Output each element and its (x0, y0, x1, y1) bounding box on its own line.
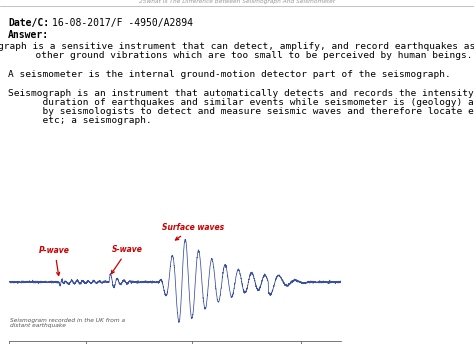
Text: by seismologists to detect and measure seismic waves and therefore locate earthq: by seismologists to detect and measure s… (8, 107, 474, 116)
Text: etc; a seismograph.: etc; a seismograph. (8, 116, 152, 125)
Text: 16-08-2017/F -4950/A2894: 16-08-2017/F -4950/A2894 (52, 18, 193, 28)
Text: Seismograph is an instrument that automatically detects and records the intensit: Seismograph is an instrument that automa… (8, 89, 474, 98)
Text: A seismometer is the internal ground-motion detector part of the seismograph.: A seismometer is the internal ground-mot… (8, 70, 451, 79)
Text: Answer:: Answer: (8, 30, 49, 40)
Text: P-wave: P-wave (39, 246, 70, 276)
Text: duration of earthquakes and similar events while seismometer is (geology) a devi: duration of earthquakes and similar even… (8, 98, 474, 107)
Text: S-wave: S-wave (111, 245, 143, 273)
Text: 25what Is The Difference Between Seismograph And Seismometer: 25what Is The Difference Between Seismog… (139, 0, 335, 4)
Text: Seismogram recorded in the UK from a
distant earthquake: Seismogram recorded in the UK from a dis… (10, 318, 125, 329)
Text: Surface waves: Surface waves (162, 223, 224, 240)
Text: A seismograph is a sensitive instrument that can detect, amplify, and record ear: A seismograph is a sensitive instrument … (0, 42, 474, 51)
Text: other ground vibrations which are too small to be perceived by human beings.: other ground vibrations which are too sm… (1, 51, 473, 60)
Text: Date/C:: Date/C: (8, 18, 49, 28)
